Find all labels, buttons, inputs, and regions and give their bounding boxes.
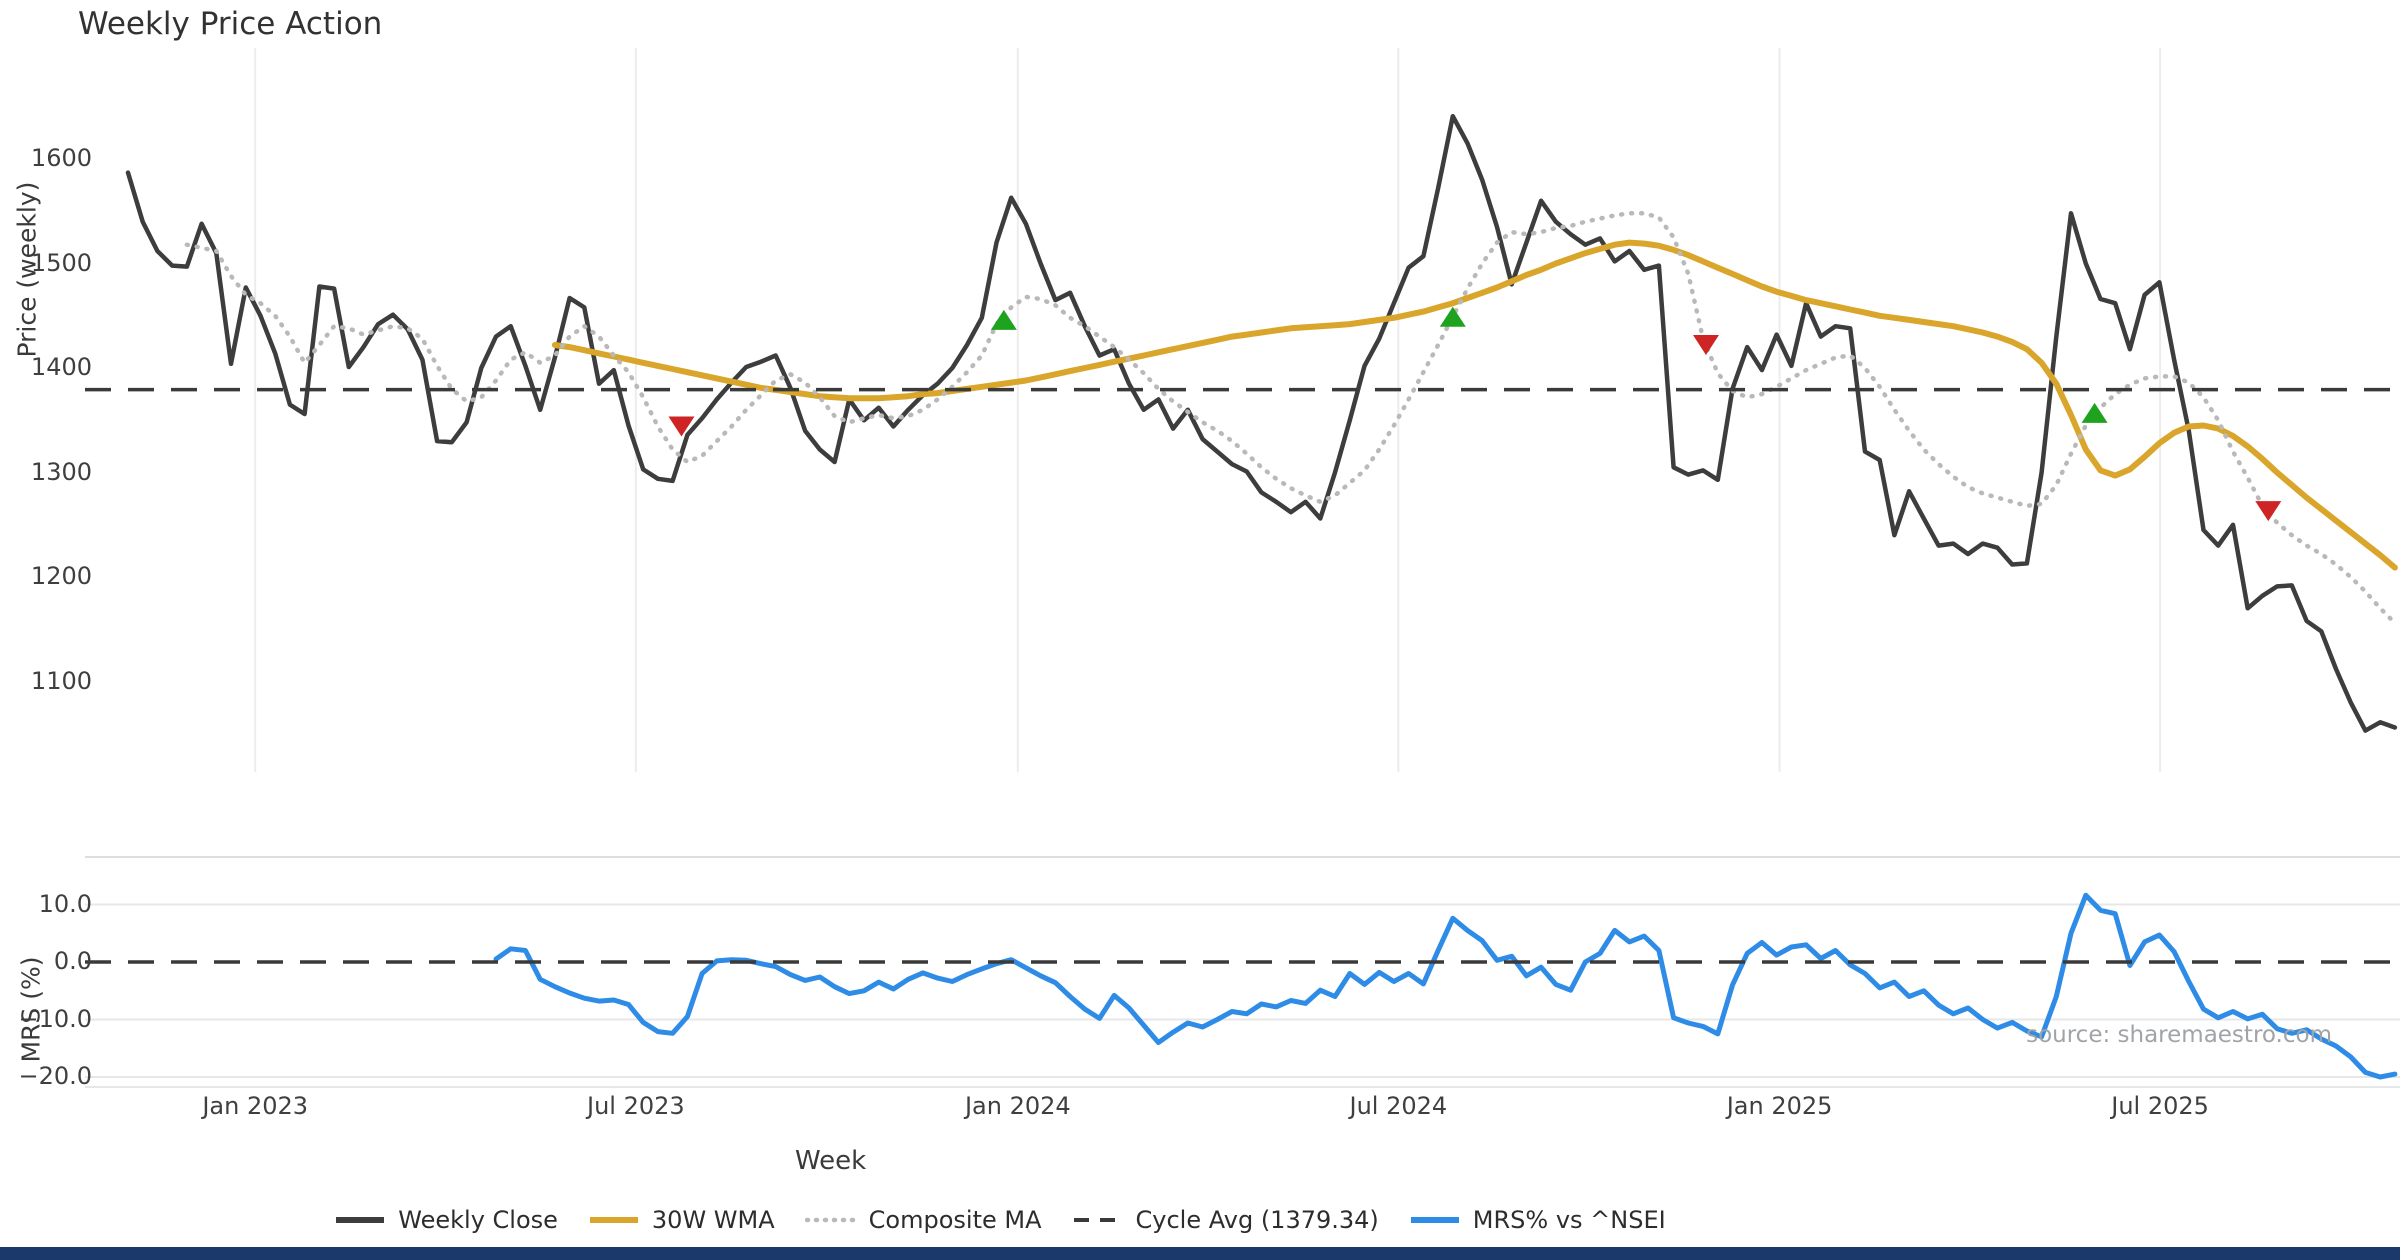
legend-swatch-dashed <box>1073 1218 1122 1222</box>
legend-swatch-solid <box>336 1217 385 1223</box>
x-tick-label: Jan 2024 <box>964 1092 1071 1120</box>
mrs-tick-label: 0.0 <box>53 947 92 975</box>
chart-title: Weekly Price Action <box>78 6 383 42</box>
legend-item: Weekly Close <box>334 1206 558 1234</box>
legend-swatch-solid <box>1410 1217 1459 1223</box>
legend-label: Weekly Close <box>398 1206 558 1234</box>
mrs-tick-label: −10.0 <box>18 1004 92 1033</box>
buy-signal-triangle <box>1439 306 1466 327</box>
legend-label: 30W WMA <box>651 1206 775 1234</box>
price-tick-label: 1200 <box>30 562 92 590</box>
composite-ma-dotted-line <box>184 211 2398 626</box>
weekly-close-line <box>125 113 2398 733</box>
chart-legend: Weekly Close 30W WMA Composite MA Cycle Avg… <box>0 1206 2000 1234</box>
price-tick-label: 1100 <box>30 666 92 695</box>
bottom-accent-bar <box>0 1247 2400 1260</box>
mrs-tick-label: −20.0 <box>18 1062 92 1090</box>
buy-signal-triangle <box>990 309 1017 330</box>
legend-item: Cycle Avg (1379.34) <box>1072 1206 1379 1234</box>
x-tick-label: Jan 2023 <box>202 1092 309 1120</box>
legend-swatch-dotted <box>804 1217 857 1223</box>
x-tick-label: Jul 2024 <box>1349 1092 1448 1120</box>
legend-swatch-solid <box>589 1217 638 1223</box>
price-tick-label: 1500 <box>30 248 92 277</box>
legend-label: Composite MA <box>868 1206 1042 1234</box>
buy-signal-triangle <box>2081 402 2108 423</box>
legend-item: MRS% vs ^NSEI <box>1409 1206 1666 1234</box>
price-tick-label: 1400 <box>30 353 92 381</box>
sell-signal-triangle <box>1692 335 1719 356</box>
price-tick-label: 1300 <box>30 457 92 486</box>
legend-label: Cycle Avg (1379.34) <box>1135 1206 1379 1234</box>
source-note: source: sharemaestro.com <box>2026 1022 2332 1048</box>
legend-label: MRS% vs ^NSEI <box>1472 1206 1666 1234</box>
x-axis-label: Week <box>795 1146 867 1176</box>
legend-item: 30W WMA <box>588 1206 775 1234</box>
x-tick-label: Jul 2023 <box>586 1092 685 1120</box>
mrs-line <box>493 892 2398 1080</box>
wma-30w-line <box>551 239 2398 571</box>
mrs-tick-label: 10.0 <box>38 889 92 918</box>
x-tick-label: Jul 2025 <box>2111 1092 2209 1120</box>
sell-signal-triangle <box>2255 501 2282 522</box>
x-tick-label: Jan 2025 <box>1726 1092 1833 1120</box>
price-tick-label: 1600 <box>30 144 92 172</box>
sell-signal-triangle <box>668 416 695 437</box>
legend-item: Composite MA <box>804 1206 1042 1234</box>
